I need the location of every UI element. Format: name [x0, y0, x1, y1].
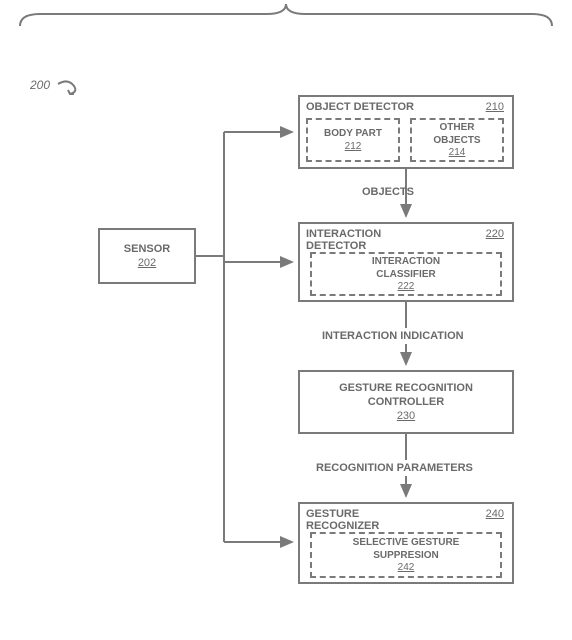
- figure-number-arrow: [56, 80, 84, 98]
- top-bracket: [0, 0, 572, 50]
- body-part-label: BODY PART: [324, 128, 382, 141]
- interaction-detector-label: INTERACTION DETECTOR: [306, 228, 381, 252]
- other-objects-label: OTHER OBJECTS: [433, 122, 480, 147]
- recognizer-label: GESTURE RECOGNIZER: [306, 508, 379, 532]
- edge-objects-label: OBJECTS: [362, 186, 414, 198]
- interaction-classifier-label: INTERACTION CLASSIFIER: [372, 256, 440, 281]
- other-objects-ref: 214: [449, 147, 466, 158]
- suppression-ref: 242: [398, 562, 415, 573]
- other-objects-block: OTHER OBJECTS 214: [410, 118, 504, 162]
- body-part-ref: 212: [345, 141, 362, 152]
- sensor-ref: 202: [138, 257, 156, 269]
- interaction-classifier-ref: 222: [398, 281, 415, 292]
- figure-number: 200: [30, 78, 50, 92]
- sensor-label: SENSOR: [124, 243, 170, 257]
- interaction-classifier-block: INTERACTION CLASSIFIER 222: [310, 252, 502, 296]
- object-detector-label: OBJECT DETECTOR: [306, 101, 414, 113]
- suppression-block: SELECTIVE GESTURE SUPPRESION 242: [310, 532, 502, 578]
- interaction-detector-ref: 220: [486, 228, 504, 240]
- sensor-fanout: [196, 132, 306, 552]
- body-part-block: BODY PART 212: [306, 118, 400, 162]
- suppression-label: SELECTIVE GESTURE SUPPRESION: [353, 537, 460, 562]
- object-detector-ref: 210: [486, 101, 504, 113]
- controller-label: GESTURE RECOGNITION CONTROLLER: [339, 382, 473, 410]
- controller-ref: 230: [397, 410, 415, 422]
- controller-block: GESTURE RECOGNITION CONTROLLER 230: [298, 370, 514, 434]
- edge-interaction-label: INTERACTION INDICATION: [322, 330, 464, 342]
- edge-recognition-label: RECOGNITION PARAMETERS: [316, 462, 473, 474]
- diagram-canvas: 200 SENSOR 202 OBJECT DETECTOR 210 BODY …: [0, 0, 572, 640]
- figure-number-text: 200: [30, 78, 50, 92]
- sensor-block: SENSOR 202: [98, 228, 196, 284]
- recognizer-ref: 240: [486, 508, 504, 520]
